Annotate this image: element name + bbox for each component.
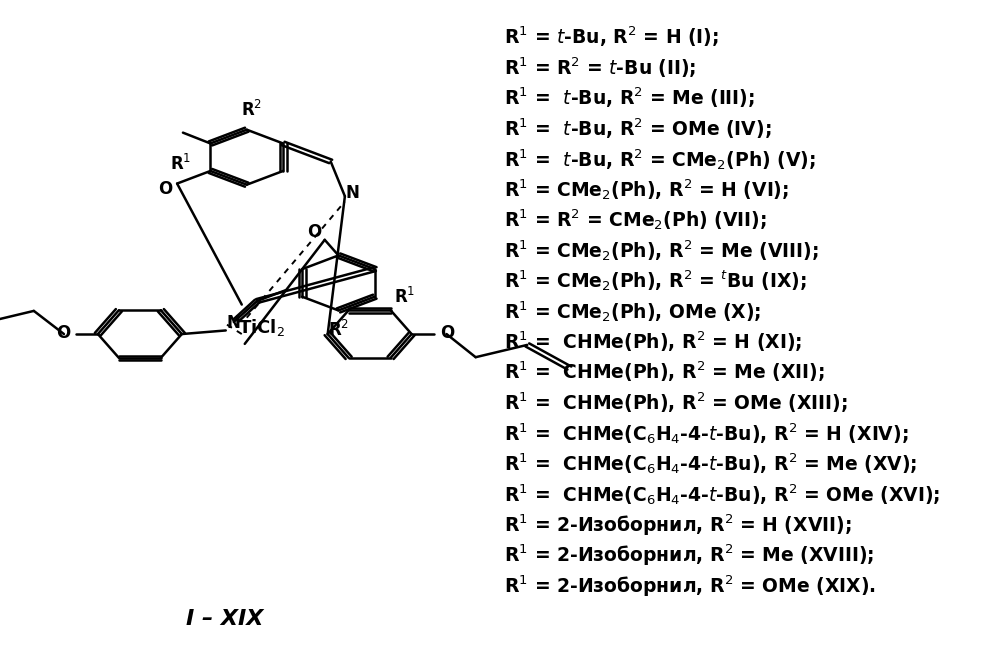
Text: O: O: [441, 324, 455, 342]
Text: R$^1$ = R$^2$ = CMe$_2$(Ph) (VII);: R$^1$ = R$^2$ = CMe$_2$(Ph) (VII);: [504, 208, 767, 233]
Text: O: O: [158, 180, 172, 198]
Text: TiCl$_2$: TiCl$_2$: [239, 317, 285, 338]
Text: R$^1$ = $t$-Bu, R$^2$ = H (I);: R$^1$ = $t$-Bu, R$^2$ = H (I);: [504, 25, 719, 49]
Text: N: N: [227, 314, 241, 331]
Text: R$^1$: R$^1$: [394, 287, 416, 307]
Text: R$^1$ = 2-Изоборнил, R$^2$ = Me (XVIII);: R$^1$ = 2-Изоборнил, R$^2$ = Me (XVIII);: [504, 542, 874, 568]
Text: R$^1$ =  $t$-Bu, R$^2$ = Me (III);: R$^1$ = $t$-Bu, R$^2$ = Me (III);: [504, 86, 755, 110]
Text: R$^1$: R$^1$: [170, 155, 191, 174]
Text: R$^1$ = CMe$_2$(Ph), R$^2$ = H (VI);: R$^1$ = CMe$_2$(Ph), R$^2$ = H (VI);: [504, 177, 789, 202]
Text: R$^1$ = R$^2$ = $t$-Bu (II);: R$^1$ = R$^2$ = $t$-Bu (II);: [504, 55, 697, 80]
Text: R$^1$ = CMe$_2$(Ph), R$^2$ = $^t$Bu (IX);: R$^1$ = CMe$_2$(Ph), R$^2$ = $^t$Bu (IX)…: [504, 269, 807, 293]
Text: R$^1$ = 2-Изоборнил, R$^2$ = OMe (XIX).: R$^1$ = 2-Изоборнил, R$^2$ = OMe (XIX).: [504, 573, 876, 599]
Text: R$^1$ =  CHMe(C$_6$H$_4$-4-$t$-Bu), R$^2$ = OMe (XVI);: R$^1$ = CHMe(C$_6$H$_4$-4-$t$-Bu), R$^2$…: [504, 482, 940, 506]
Text: R$^1$ = 2-Изоборнил, R$^2$ = H (XVII);: R$^1$ = 2-Изоборнил, R$^2$ = H (XVII);: [504, 512, 852, 538]
Text: R$^1$ =  CHMe(C$_6$H$_4$-4-$t$-Bu), R$^2$ = H (XIV);: R$^1$ = CHMe(C$_6$H$_4$-4-$t$-Bu), R$^2$…: [504, 421, 909, 445]
Text: O: O: [308, 223, 322, 241]
Text: R$^1$ = CMe$_2$(Ph), R$^2$ = Me (VIII);: R$^1$ = CMe$_2$(Ph), R$^2$ = Me (VIII);: [504, 238, 819, 263]
Text: R$^2$: R$^2$: [328, 320, 349, 340]
Text: O: O: [56, 324, 70, 342]
Text: I – XIX: I – XIX: [186, 608, 264, 629]
Text: R$^1$ =  $t$-Bu, R$^2$ = CMe$_2$(Ph) (V);: R$^1$ = $t$-Bu, R$^2$ = CMe$_2$(Ph) (V);: [504, 147, 816, 172]
Text: R$^1$ =  CHMe(Ph), R$^2$ = Me (XII);: R$^1$ = CHMe(Ph), R$^2$ = Me (XII);: [504, 360, 825, 384]
Text: R$^1$ =  CHMe(Ph), R$^2$ = OMe (XIII);: R$^1$ = CHMe(Ph), R$^2$ = OMe (XIII);: [504, 390, 848, 415]
Text: R$^1$ =  CHMe(Ph), R$^2$ = H (XI);: R$^1$ = CHMe(Ph), R$^2$ = H (XI);: [504, 329, 802, 354]
Text: R$^2$: R$^2$: [241, 100, 263, 120]
Text: N: N: [346, 184, 360, 202]
Text: R$^1$ =  $t$-Bu, R$^2$ = OMe (IV);: R$^1$ = $t$-Bu, R$^2$ = OMe (IV);: [504, 117, 772, 141]
Text: R$^1$ =  CHMe(C$_6$H$_4$-4-$t$-Bu), R$^2$ = Me (XV);: R$^1$ = CHMe(C$_6$H$_4$-4-$t$-Bu), R$^2$…: [504, 451, 918, 476]
Text: R$^1$ = CMe$_2$(Ph), OMe (X);: R$^1$ = CMe$_2$(Ph), OMe (X);: [504, 299, 761, 324]
